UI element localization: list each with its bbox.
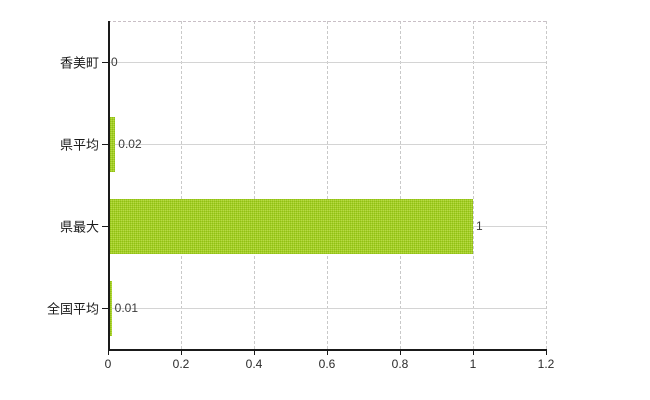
bar [108, 198, 473, 254]
y-axis-tick-label: 県平均 [59, 137, 99, 153]
gridline-horizontal [108, 144, 546, 145]
x-axis-tick-label: 0.8 [391, 357, 409, 371]
x-axis-tick-label: 0.6 [318, 357, 336, 371]
gridline-horizontal [108, 62, 546, 63]
gridline-vertical [327, 21, 328, 349]
x-axis-tick [254, 349, 255, 355]
y-axis-tick [102, 226, 108, 227]
bar-value-label: 0 [111, 55, 118, 69]
bar-row: 1 [108, 198, 546, 254]
x-axis-tick [546, 349, 547, 355]
x-axis-tick [473, 349, 474, 355]
y-axis-tick-label: 全国平均 [46, 301, 99, 317]
gridline-vertical [546, 21, 547, 349]
x-axis-tick-label: 0 [104, 357, 112, 371]
x-axis-tick [108, 349, 109, 355]
y-axis-tick [102, 144, 108, 145]
x-axis-tick-label: 0.4 [245, 357, 263, 371]
x-axis-tick [181, 349, 182, 355]
gridline-vertical [181, 21, 182, 349]
y-axis-tick-label: 県最大 [59, 219, 99, 235]
bar-value-label: 1 [476, 219, 483, 233]
bar-value-label: 0.02 [118, 137, 142, 151]
gridline-horizontal [108, 308, 546, 309]
bar-row: 0 [108, 35, 546, 90]
y-axis-tick [102, 62, 108, 63]
gridline-vertical [400, 21, 401, 349]
x-axis-tick-label: 1.2 [537, 357, 555, 371]
x-axis-tick-label: 0.2 [172, 357, 190, 371]
y-axis-line [108, 21, 110, 350]
y-axis-tick-label: 香美町 [59, 55, 99, 71]
x-axis-tick [327, 349, 328, 355]
plot-area: 0 0.02 1 0.01 [108, 21, 547, 349]
x-axis-tick-label: 1 [469, 357, 477, 371]
gridline-horizontal [108, 21, 546, 22]
bar-value-label: 0.01 [114, 301, 138, 315]
x-axis-tick [400, 349, 401, 355]
bar-row: 0.02 [108, 116, 546, 172]
bar-row: 0.01 [108, 280, 546, 336]
gridline-vertical [254, 21, 255, 349]
bar [108, 116, 116, 172]
gridline-vertical [473, 21, 474, 349]
y-axis-tick [102, 308, 108, 309]
